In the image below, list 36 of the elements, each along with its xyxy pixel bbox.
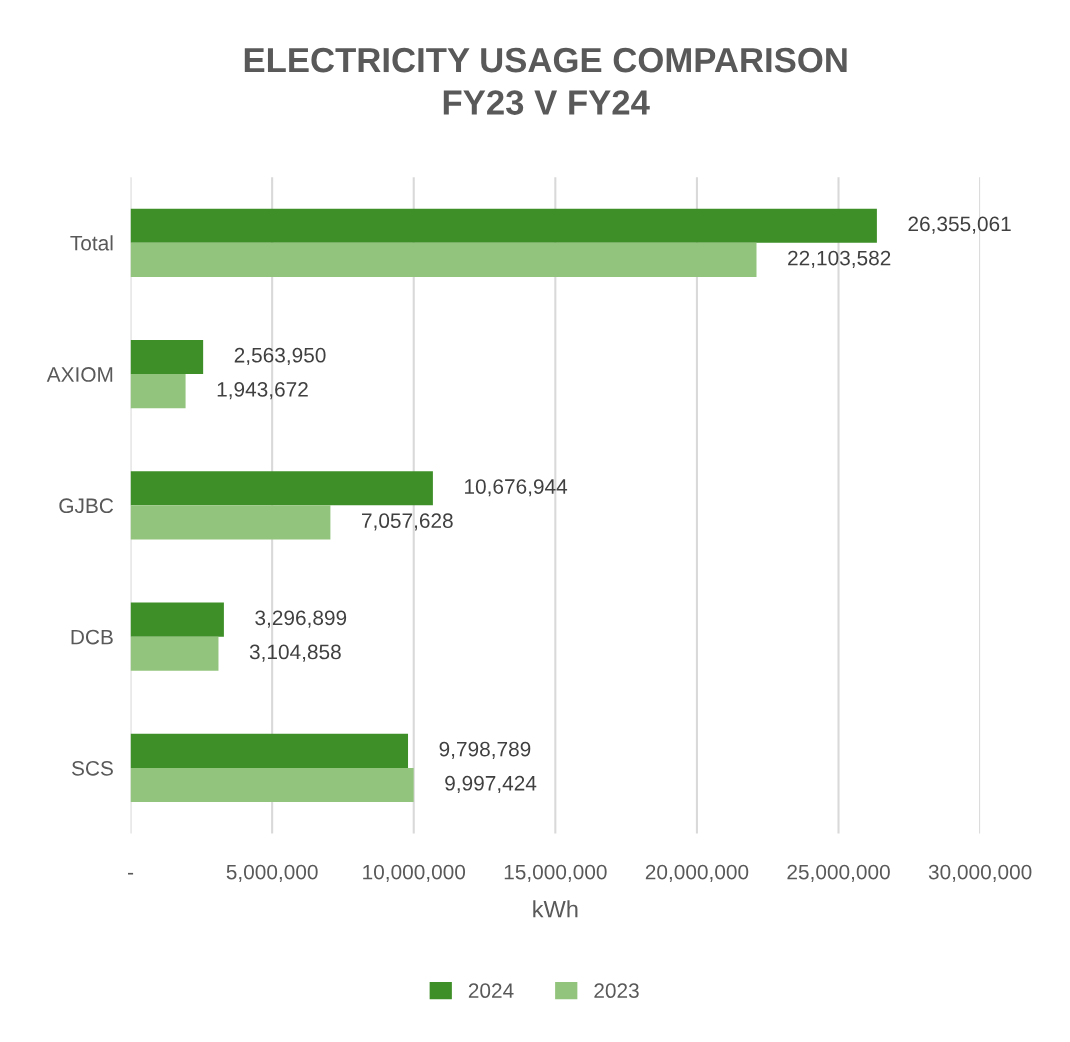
y-tick-label: Total [70,235,113,251]
x-tick-label: 25,000,000 [787,864,890,882]
bar [130,242,757,277]
y-tick-label: AXIOM [46,367,113,382]
x-tick-label: 15,000,000 [504,864,607,882]
x-tick-label: - [128,872,134,875]
data-label: 7,057,628 [362,513,453,531]
data-label: 3,104,858 [249,644,341,662]
data-label: 9,997,424 [445,775,537,794]
data-label: 26,355,061 [908,216,1011,234]
bar [130,208,877,243]
bar [130,339,204,375]
x-tick-label: 30,000,000 [928,864,1032,882]
bar [130,636,219,671]
bar [130,767,414,803]
data-label: 9,798,789 [439,741,531,759]
data-label: 10,676,944 [465,479,568,497]
legend-label: 2023 [594,983,639,999]
data-label: 3,296,899 [255,610,347,628]
bar [130,733,409,768]
y-tick-label: SCS [71,760,113,776]
x-axis-title: kWh [533,900,578,918]
bar [130,602,224,637]
data-label: 1,943,672 [217,381,308,400]
bar [130,471,433,506]
y-tick-label: GJBC [59,498,114,514]
x-tick-label: 20,000,000 [645,864,749,882]
bar [130,505,331,540]
data-label: 22,103,582 [788,250,891,268]
x-tick-label: 10,000,000 [363,864,466,882]
chart-title: ELECTRICITY USAGE COMPARISON FY23 V FY24 [244,47,847,115]
legend-label: 2024 [468,983,514,999]
bar [130,374,186,409]
x-tick-label: 5,000,000 [226,864,318,882]
data-label: 2,563,950 [234,347,326,366]
y-tick-label: DCB [71,629,113,645]
